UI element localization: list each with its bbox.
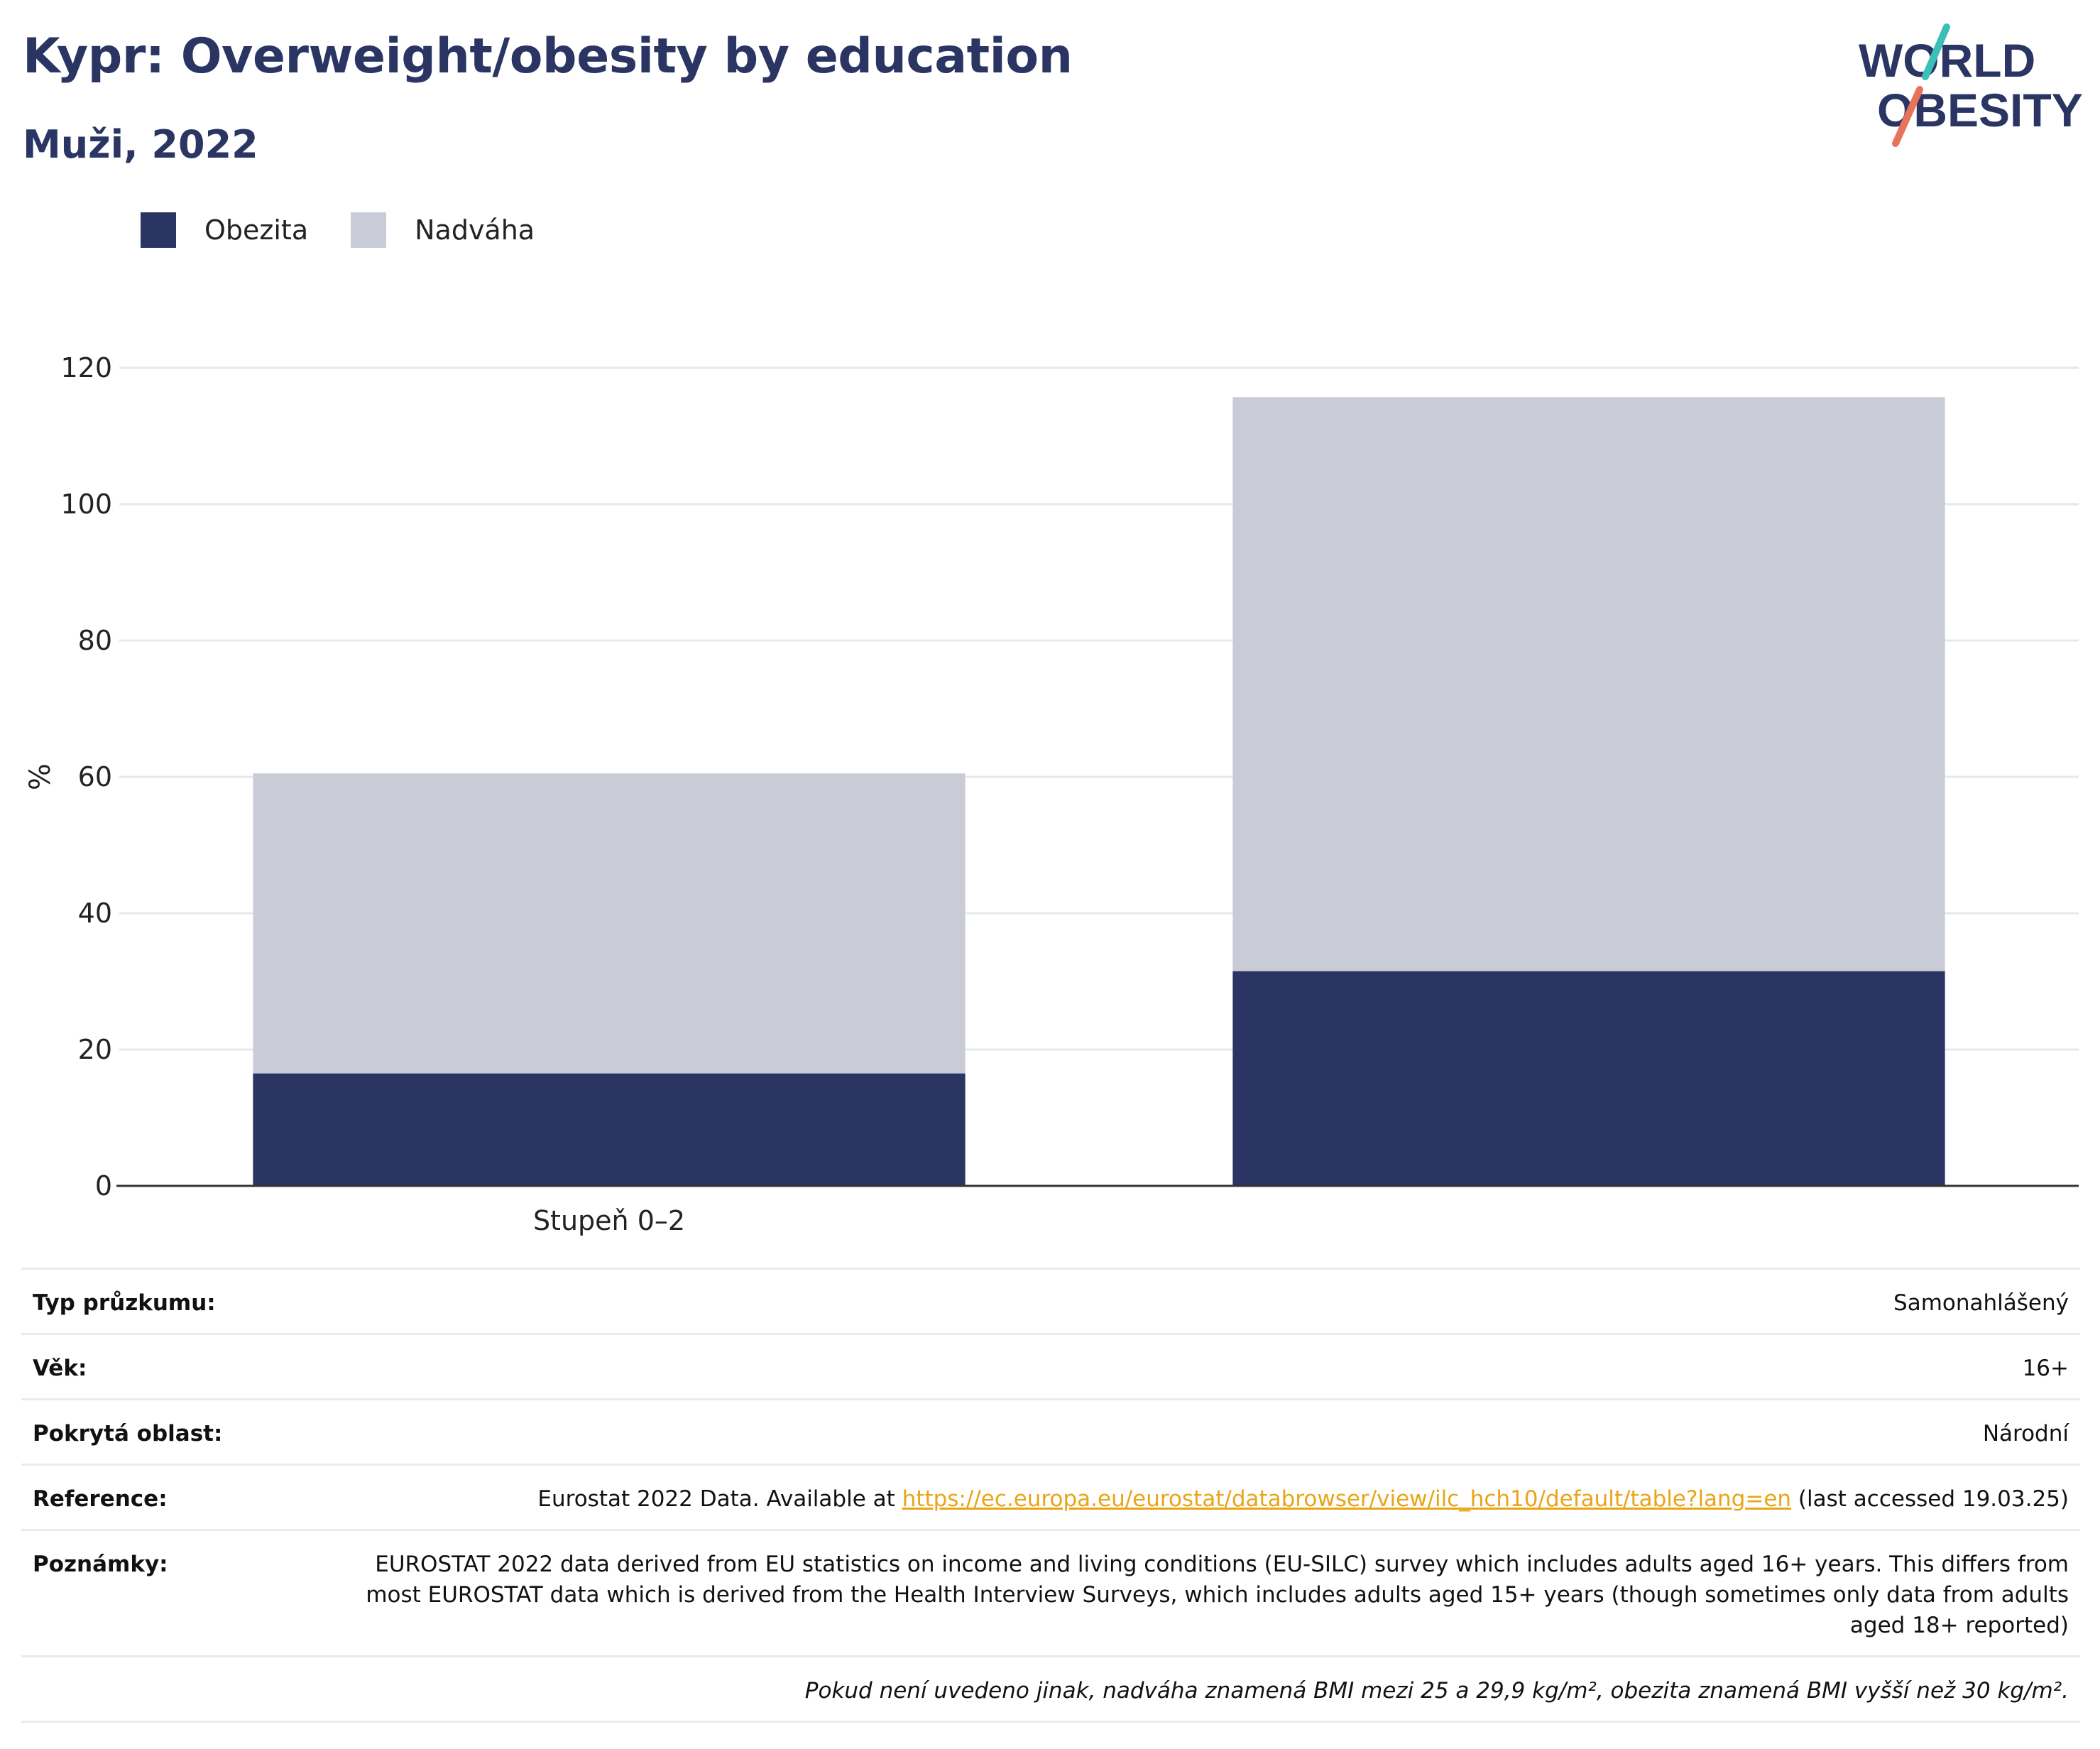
survey-type-value: Samonahlášený (328, 1268, 2080, 1334)
bar-segment-obesity (253, 1073, 966, 1186)
y-tick-label: 40 (78, 898, 112, 929)
y-tick-label: 20 (78, 1034, 112, 1065)
info-row-reference: Reference: Eurostat 2022 Data. Available… (21, 1464, 2080, 1530)
bar-segment-overweight (1232, 397, 1945, 971)
area-label: Pokrytá oblast: (21, 1398, 328, 1465)
age-value: 16+ (328, 1333, 2080, 1400)
legend-swatch-obesity (141, 212, 176, 248)
world-obesity-logo: WORLD OBESITY (1859, 23, 2083, 147)
y-tick-label: 120 (60, 352, 112, 383)
notes-label: Poznámky: (21, 1529, 328, 1657)
logo-line1: WORLD (1859, 34, 2035, 87)
y-tick-label: 100 (60, 489, 112, 520)
page-subtitle: Muži, 2022 (23, 122, 258, 167)
bar-segment-obesity (1232, 971, 1945, 1186)
info-row-age: Věk: 16+ (21, 1333, 2080, 1400)
reference-text-after: (last accessed 19.03.25) (1791, 1486, 2069, 1512)
info-row-area: Pokrytá oblast: Národní (21, 1398, 2080, 1465)
reference-text-before: Eurostat 2022 Data. Available at (537, 1486, 902, 1512)
y-tick-label: 0 (95, 1170, 112, 1202)
info-row-survey-type: Typ průzkumu: Samonahlášený (21, 1268, 2080, 1334)
y-tick-label: 60 (78, 761, 112, 792)
legend-label-obesity: Obezita (204, 214, 309, 246)
reference-value: Eurostat 2022 Data. Available at https:/… (328, 1464, 2080, 1530)
stacked-bar-chart: 0 20 40 60 80 100 120% Stupeň 0–2 (24, 352, 2079, 1236)
legend-item-obesity[interactable]: Obezita (141, 212, 308, 248)
bmi-footnote: Pokud není uvedeno jinak, nadváha znamen… (21, 1655, 2080, 1723)
survey-type-label: Typ průzkumu: (21, 1268, 328, 1334)
logo-slash-coral (1892, 86, 1923, 147)
legend-item-overweight[interactable]: Nadváha (351, 212, 535, 248)
logo-slash-teal (1922, 23, 1950, 80)
y-axis-label: % (24, 763, 57, 790)
bar-segment-overweight (253, 773, 966, 1074)
survey-info-table: Typ průzkumu: Samonahlášený Věk: 16+ Pok… (21, 1268, 2080, 1723)
x-tick-label: Stupeň 0–2 (533, 1205, 685, 1236)
age-label: Věk: (21, 1333, 328, 1400)
reference-label: Reference: (21, 1464, 328, 1530)
legend-label-overweight: Nadváha (415, 214, 535, 246)
info-row-footnote: Pokud není uvedeno jinak, nadváha znamen… (21, 1655, 2080, 1723)
area-value: Národní (328, 1398, 2080, 1465)
legend-swatch-overweight (351, 212, 387, 248)
reference-link[interactable]: https://ec.europa.eu/eurostat/databrowse… (902, 1486, 1792, 1512)
chart-legend: Obezita Nadváha (141, 210, 577, 250)
info-row-notes: Poznámky: EUROSTAT 2022 data derived fro… (21, 1529, 2080, 1657)
y-tick-label: 80 (78, 625, 112, 656)
page-title: Kypr: Overweight/obesity by education (23, 28, 1073, 85)
notes-value: EUROSTAT 2022 data derived from EU stati… (328, 1529, 2080, 1657)
